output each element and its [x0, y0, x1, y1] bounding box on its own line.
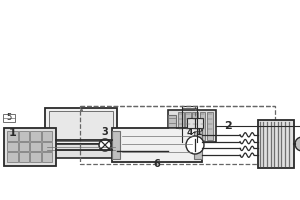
Bar: [30, 152, 40, 162]
Bar: [41, 142, 52, 151]
Circle shape: [186, 136, 204, 154]
Bar: [41, 131, 52, 141]
Bar: [49, 111, 113, 141]
Bar: [41, 152, 52, 162]
Circle shape: [99, 139, 111, 151]
Bar: [4, 128, 56, 166]
Bar: [45, 108, 117, 144]
Text: 4-1: 4-1: [187, 128, 203, 137]
Bar: [19, 131, 29, 141]
Bar: [7, 131, 17, 141]
Bar: [168, 115, 176, 137]
Bar: [192, 112, 198, 140]
Bar: [185, 112, 191, 140]
Text: 5: 5: [6, 113, 11, 122]
Bar: [7, 142, 17, 151]
Bar: [207, 112, 212, 140]
Bar: [19, 152, 29, 162]
Bar: [7, 152, 17, 162]
Text: 1: 1: [9, 128, 17, 138]
Bar: [19, 142, 29, 151]
Bar: [178, 112, 184, 140]
Bar: [42, 144, 120, 158]
Bar: [187, 118, 203, 128]
Bar: [258, 120, 294, 168]
Bar: [30, 131, 40, 141]
Circle shape: [295, 137, 300, 151]
Text: 6: 6: [153, 159, 160, 169]
Bar: [30, 142, 40, 151]
Bar: [168, 110, 216, 142]
Bar: [3, 114, 15, 122]
Text: 3: 3: [101, 127, 108, 137]
Bar: [80, 106, 275, 164]
Bar: [112, 131, 120, 159]
Bar: [200, 112, 205, 140]
Bar: [112, 128, 202, 162]
Text: 2: 2: [224, 121, 232, 131]
Bar: [194, 131, 202, 159]
